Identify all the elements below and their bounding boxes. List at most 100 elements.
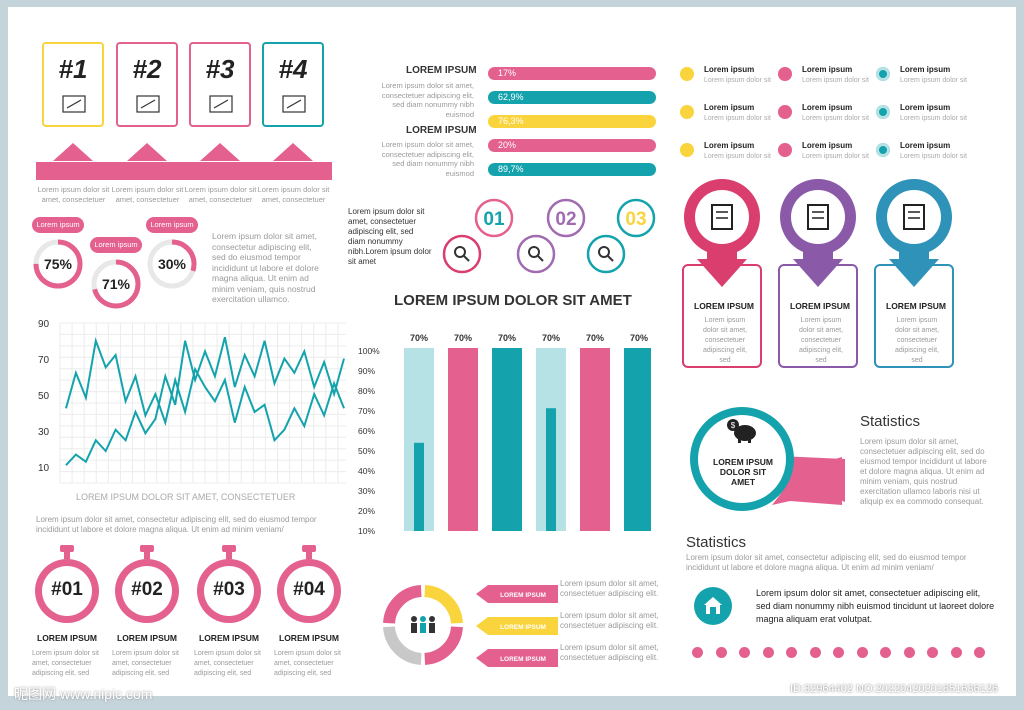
watermark-right: ID:32964402 NO:20220420201851636126 xyxy=(790,683,998,695)
dot xyxy=(786,647,797,658)
ring-arrow xyxy=(476,617,558,635)
progress-heading-1: LOREM IPSUM xyxy=(406,65,477,76)
step-caption: Lorem ipsum dolor sit amet, consectetuer xyxy=(257,185,330,204)
infographic-canvas: Lorem ipsum dolor sit amet, consectetur … xyxy=(8,7,1016,696)
ring-segment xyxy=(383,626,422,665)
watermark-left: 昵图网 www.nipic.com xyxy=(14,686,153,702)
timer-title: LOREM IPSUM xyxy=(279,633,339,643)
y-tick: 10 xyxy=(38,463,50,474)
bar-y-tick: 10% xyxy=(358,526,375,536)
donut-3 xyxy=(147,239,197,289)
statistics-title-1: Statistics xyxy=(860,413,921,430)
dot xyxy=(927,647,938,658)
pin-title: LOREM IPSUM xyxy=(886,301,946,311)
pin-text: Lorem ipsum dolor sit amet, consectetuer… xyxy=(703,317,747,364)
line-chart-caption: LOREM IPSUM DOLOR SIT AMET, CONSECTETUER xyxy=(76,492,296,502)
bar-chart-title: LOREM IPSUM DOLOR SIT AMET xyxy=(394,292,632,309)
progress-bar: 89,7% xyxy=(488,163,656,176)
step-caption: Lorem ipsum dolor sit amet, consectetuer xyxy=(111,185,184,204)
donut-tag: Lorem ipsum xyxy=(32,217,84,233)
pin-card xyxy=(874,264,954,368)
bullet-dot xyxy=(680,67,694,81)
line-series-b xyxy=(65,336,345,466)
progress-heading-2: LOREM IPSUM xyxy=(406,125,477,136)
pin-text: Lorem ipsum dolor sit amet, consectetuer… xyxy=(799,317,843,364)
inner-bar xyxy=(546,408,556,531)
step-arrow xyxy=(200,143,240,161)
ring-arrow xyxy=(476,585,558,603)
bar xyxy=(624,348,654,531)
step-card-3: #3 xyxy=(189,42,251,127)
bullet-sub: Lorem ipsum dolor sit xyxy=(802,115,869,122)
bar-y-tick: 50% xyxy=(358,446,375,456)
bullet-dot xyxy=(876,105,890,119)
ring-arrow xyxy=(476,649,558,667)
timer-number: #01 xyxy=(51,579,83,600)
piggy-badge-label: LOREM IPSUM DOLOR SIT AMET xyxy=(713,457,773,487)
progress-text-1: Lorem ipsum dolor sit amet, consectetuer… xyxy=(381,81,474,119)
bar-label: 70% xyxy=(630,333,648,343)
bar xyxy=(448,348,478,531)
y-tick: 90 xyxy=(38,319,50,330)
ring-text: Lorem ipsum dolor sit amet, consectetuer… xyxy=(560,643,659,662)
bullet-title: Lorem ipsum xyxy=(900,103,951,112)
bar-y-tick: 90% xyxy=(358,366,375,376)
donut-value: 30% xyxy=(157,256,187,272)
ring-arrow-label: LOREM IPSUM xyxy=(500,592,546,599)
step-arrow xyxy=(53,143,93,161)
people-icon xyxy=(411,616,435,633)
statistics-title-2: Statistics xyxy=(686,534,747,551)
donut-description: Lorem ipsum dolor sit amet, consectetur … xyxy=(212,231,319,304)
bullet-dot xyxy=(680,105,694,119)
step-card-1: #1 xyxy=(42,42,104,127)
step-arrow xyxy=(127,143,167,161)
progress-label: 62,9% xyxy=(498,92,524,102)
bullet-sub: Lorem ipsum dolor sit xyxy=(900,153,967,160)
bullet-sub: Lorem ipsum dolor sit xyxy=(802,77,869,84)
line-chart: 90 70 50 30 10 xyxy=(16,307,351,507)
progress-bar: 17% xyxy=(488,67,656,80)
circles-description: Lorem ipsum dolor sit amet, consectetuer… xyxy=(348,207,432,266)
pin-title: LOREM IPSUM xyxy=(694,301,754,311)
bullet-dot xyxy=(778,143,792,157)
progress-bar: 76,3% xyxy=(488,115,656,128)
step-caption: Lorem ipsum dolor sit amet, consectetuer xyxy=(184,185,257,204)
bullet-title: Lorem ipsum xyxy=(802,103,853,112)
bullet-title: Lorem ipsum xyxy=(900,141,951,150)
progress-text-2: Lorem ipsum dolor sit amet, consectetuer… xyxy=(381,140,474,178)
bullet-title: Lorem ipsum xyxy=(802,141,853,150)
user-voice-icon xyxy=(903,204,925,230)
dot xyxy=(856,647,868,658)
bullet-dot xyxy=(876,143,890,157)
y-tick: 50 xyxy=(38,391,50,402)
bullet-sub: Lorem ipsum dolor sit xyxy=(704,153,771,160)
timer-number: #03 xyxy=(213,579,245,600)
search-icon xyxy=(454,246,470,262)
line-chart-note: Lorem ipsum dolor sit amet, consectetur … xyxy=(36,515,317,534)
donut-tag: Lorem ipsum xyxy=(146,217,198,233)
donut-value: 75% xyxy=(43,256,73,272)
donut-2 xyxy=(91,259,141,309)
bullet-sub: Lorem ipsum dolor sit xyxy=(802,153,869,160)
bullet-title: Lorem ipsum xyxy=(704,103,755,112)
dot xyxy=(809,647,821,658)
bar-y-tick: 80% xyxy=(358,386,375,396)
stopwatch-icon xyxy=(35,545,99,623)
donut-1 xyxy=(33,239,83,289)
pin-marker xyxy=(780,179,856,287)
bar-label: 70% xyxy=(498,333,516,343)
step-number: #1 xyxy=(58,54,88,84)
bar-y-tick: 100% xyxy=(358,346,380,356)
home-text: Lorem ipsum dolor sit amet, consectetuer… xyxy=(756,588,995,624)
step-number: #3 xyxy=(205,54,235,84)
dot xyxy=(739,647,750,658)
circle-number: 01 xyxy=(483,209,505,230)
ring-segment xyxy=(424,585,463,624)
bullet-dot xyxy=(778,105,792,119)
timer-title: LOREM IPSUM xyxy=(117,633,177,643)
bar-y-tick: 70% xyxy=(358,406,375,416)
pin-marker xyxy=(876,179,952,287)
timer-text: Lorem ipsum dolor sit amet, consectetuer… xyxy=(112,650,179,677)
bullet-dot xyxy=(778,67,792,81)
step-card-4: #4 xyxy=(262,42,324,127)
